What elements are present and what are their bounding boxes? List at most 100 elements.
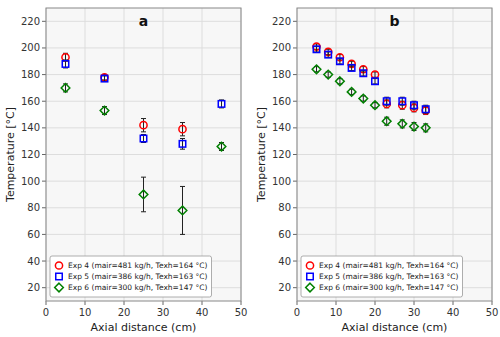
tick-label: 30 [157,307,170,318]
tick [42,207,46,208]
y-axis-label: Temperature [°C] [4,107,17,203]
series [313,46,429,113]
tick [293,154,297,155]
tick [492,301,493,305]
point [371,71,378,78]
error-bar [180,123,185,136]
legend-marker [306,262,313,269]
tick-label: 50 [235,307,248,318]
error-bar [180,139,185,150]
tick [42,47,46,48]
point [312,65,321,74]
tick [293,261,297,262]
point [325,51,331,57]
tick-label: 80 [27,202,40,213]
plot-frame [297,8,492,301]
error-bar [423,105,428,113]
point [62,61,68,67]
y-axis-label: Temperature [°C] [255,107,268,203]
tick [202,301,203,305]
tick-label: 40 [278,256,291,267]
series [313,43,429,115]
grid-line [297,207,492,208]
legend-marker [307,273,313,279]
tick-label: 140 [21,122,40,133]
plot-background [46,8,241,301]
tick-label: 20 [369,307,382,318]
tick-label: 20 [27,282,40,293]
tick [453,301,454,305]
legend: Exp 4 (mair=481 kg/h, Texh=164 °C)Exp 5 … [301,256,463,297]
error-bar [361,71,366,76]
point [372,78,378,84]
tick [293,74,297,75]
legend: Exp 4 (mair=481 kg/h, Texh=164 °C)Exp 5 … [50,256,212,297]
tick-label: 0 [43,307,49,318]
error-bar [314,47,319,52]
tick [46,301,47,305]
plot-frame [46,8,241,301]
tick-label: 180 [272,69,291,80]
legend-marker [55,283,64,292]
point [179,141,185,147]
panel: 0102030405020406080100120140160180200220… [4,8,247,334]
grid-line [297,127,492,128]
error-bar [400,97,405,105]
legend-label: Exp 4 (mair=481 kg/h, Texh=164 °C) [68,261,208,270]
tick [42,181,46,182]
tick [293,127,297,128]
tick [85,301,86,305]
series [312,65,430,132]
error-bar [412,101,417,109]
point [399,98,405,104]
grid-line [297,181,492,182]
tick-label: 120 [272,149,291,160]
series [61,84,226,235]
point [360,70,366,76]
tick-label: 20 [278,282,291,293]
tick [297,301,298,305]
x-axis-label: Axial distance (cm) [91,321,197,334]
error-bar [141,177,146,212]
point [421,124,430,133]
grid-line [46,74,241,75]
tick-label: 220 [272,16,291,27]
tick [42,154,46,155]
tick-label: 160 [272,96,291,107]
error-bar [63,60,68,68]
tick-label: 100 [21,176,40,187]
series [62,60,224,149]
tick [42,127,46,128]
tick [124,301,125,305]
tick-label: 40 [196,307,209,318]
point [313,46,319,52]
marks [61,53,226,234]
error-bar [384,97,389,105]
point [336,77,345,86]
error-bar [326,52,331,57]
tick [414,301,415,305]
tick-label: 60 [27,229,40,240]
point [371,101,380,110]
point [100,106,109,115]
series [62,53,186,136]
point [411,102,417,108]
point [422,106,428,112]
point [178,206,187,215]
tick-label: 100 [272,176,291,187]
error-bar [337,59,342,64]
legend-label: Exp 4 (mair=481 kg/h, Texh=164 °C) [319,261,459,270]
tick [163,301,164,305]
error-bar [349,65,354,70]
grid-line [46,234,241,235]
chart-root: 0102030405020406080100120140160180200220… [0,0,500,337]
tick-label: 40 [27,256,40,267]
tick-label: 50 [486,307,499,318]
tick-label: 80 [278,202,291,213]
tick [375,301,376,305]
tick-label: 30 [408,307,421,318]
error-bar [373,79,378,84]
tick [293,234,297,235]
tick-label: 180 [21,69,40,80]
point [337,58,343,64]
